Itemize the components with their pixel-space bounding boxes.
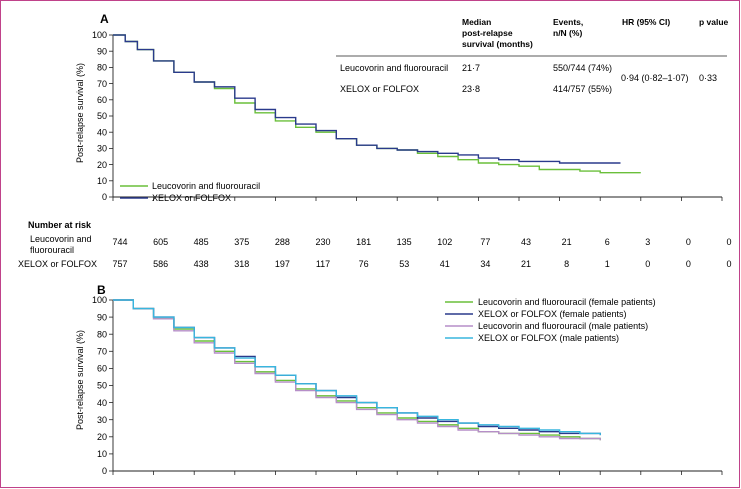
header-events: Events, n/N (%) <box>553 17 586 38</box>
risk-value: 744 <box>112 237 127 247</box>
panel-b-legend: Leucovorin and fluorouracil (female pati… <box>445 297 656 343</box>
y-tick-label: 0 <box>102 192 107 202</box>
row-median-xelox: 23·8 <box>462 84 480 94</box>
y-tick-label: 80 <box>97 329 107 339</box>
risk-value: 375 <box>234 237 249 247</box>
series-line-3 <box>113 299 601 441</box>
hr-value: 0·94 (0·82–1·07) <box>621 73 689 83</box>
risk-value: 135 <box>397 237 412 247</box>
panel-b-ylabel: Post-relapse survival (%) <box>75 330 85 430</box>
panel-b-axes: 0 10 20 30 40 50 60 70 80 90 100 <box>92 295 723 476</box>
risk-value: 102 <box>437 237 452 247</box>
y-tick-label: 50 <box>97 111 107 121</box>
y-tick-label: 60 <box>97 364 107 374</box>
legend-b-label-1: Leucovorin and fluorouracil (female pati… <box>478 297 656 307</box>
y-tick-label: 90 <box>97 46 107 56</box>
panel-a-legend: Leucovorin and fluorouracil XELOX or FOL… <box>120 181 260 203</box>
risk-table: Number at risk Leucovorin and fluorourac… <box>18 220 732 269</box>
risk-value: 757 <box>112 259 127 269</box>
header-p: p value <box>699 17 729 27</box>
y-tick-label: 70 <box>97 79 107 89</box>
panel-a-series <box>113 34 641 174</box>
panel-a-label: A <box>100 12 109 26</box>
y-tick-label: 50 <box>97 381 107 391</box>
panel-a-axes: 0 10 20 30 40 50 60 70 80 90 100 <box>92 30 723 202</box>
risk-value: 21 <box>562 237 572 247</box>
panel-b: B Post-relapse survival (%) 0 10 20 30 40 50 6… <box>75 283 723 476</box>
risk-value: 77 <box>480 237 490 247</box>
y-tick-label: 80 <box>97 63 107 73</box>
y-tick-label: 100 <box>92 30 107 40</box>
risk-value: 438 <box>194 259 209 269</box>
y-tick-label: 20 <box>97 432 107 442</box>
risk-value: 586 <box>153 259 168 269</box>
risk-value: 43 <box>521 237 531 247</box>
legend-label-lf: Leucovorin and fluorouracil <box>152 181 260 191</box>
y-tick-label: 10 <box>97 449 107 459</box>
risk-value: 485 <box>194 237 209 247</box>
panel-b-series <box>113 299 601 441</box>
y-tick-label: 100 <box>92 295 107 305</box>
risk-value: 318 <box>234 259 249 269</box>
risk-values-lf: 744 605 485 375 288 230 181 135 102 77 43 21 6 3 0 0 <box>112 237 731 247</box>
series-line-4 <box>113 299 601 436</box>
y-tick-label: 0 <box>102 466 107 476</box>
row-label-lf: Leucovorin and fluorouracil <box>340 63 448 73</box>
y-tick-label: 40 <box>97 398 107 408</box>
risk-label-lf: Leucovorin and fluorouracil <box>30 234 94 255</box>
summary-table: Median post-relapse survival (months) Ev… <box>336 17 729 94</box>
risk-value: 21 <box>521 259 531 269</box>
risk-value: 41 <box>440 259 450 269</box>
risk-value: 53 <box>399 259 409 269</box>
panel-a-ylabel: Post-relapse survival (%) <box>75 63 85 163</box>
risk-value: 0 <box>686 237 691 247</box>
y-tick-label: 10 <box>97 176 107 186</box>
p-value: 0·33 <box>699 73 717 83</box>
risk-label-xelox: XELOX or FOLFOX <box>18 259 97 269</box>
legend-b-label-3: Leucovorin and fluorouracil (male patien… <box>478 321 648 331</box>
header-median: Median post-relapse survival (months) <box>462 17 533 49</box>
legend-b-label-4: XELOX or FOLFOX (male patients) <box>478 333 619 343</box>
risk-value: 0 <box>726 259 731 269</box>
risk-value: 0 <box>726 237 731 247</box>
y-tick-label: 30 <box>97 415 107 425</box>
y-tick-label: 70 <box>97 347 107 357</box>
y-tick-label: 40 <box>97 127 107 137</box>
risk-values-xelox: 757 586 438 318 197 117 76 53 41 34 21 8 1 0 0 0 <box>112 259 731 269</box>
panel-a: A Post-relapse survival (%) 0 10 20 30 40 50 6… <box>75 12 729 203</box>
row-events-xelox: 414/757 (55%) <box>553 84 612 94</box>
panel-b-label: B <box>97 283 106 297</box>
y-tick-label: 30 <box>97 144 107 154</box>
risk-value: 3 <box>645 237 650 247</box>
legend-b-label-2: XELOX or FOLFOX (female patients) <box>478 309 627 319</box>
legend-label-xelox: XELOX or FOLFOX <box>152 193 231 203</box>
risk-value: 8 <box>564 259 569 269</box>
risk-value: 230 <box>315 237 330 247</box>
risk-value: 6 <box>605 237 610 247</box>
y-tick-label: 90 <box>97 312 107 322</box>
y-tick-label: 60 <box>97 95 107 105</box>
risk-value: 117 <box>316 259 330 269</box>
risk-value: 76 <box>359 259 369 269</box>
risk-value: 197 <box>275 259 290 269</box>
header-hr: HR (95% CI) <box>622 17 670 27</box>
risk-value: 34 <box>480 259 490 269</box>
risk-value: 0 <box>686 259 691 269</box>
risk-value: 288 <box>275 237 290 247</box>
series-line-2 <box>113 34 621 164</box>
y-tick-label: 20 <box>97 160 107 170</box>
risk-value: 1 <box>605 259 610 269</box>
risk-value: 181 <box>356 237 371 247</box>
risk-title: Number at risk <box>28 220 92 230</box>
row-label-xelox: XELOX or FOLFOX <box>340 84 419 94</box>
row-events-lf: 550/744 (74%) <box>553 63 612 73</box>
row-median-lf: 21·7 <box>462 63 480 73</box>
risk-value: 605 <box>153 237 168 247</box>
risk-value: 0 <box>645 259 650 269</box>
